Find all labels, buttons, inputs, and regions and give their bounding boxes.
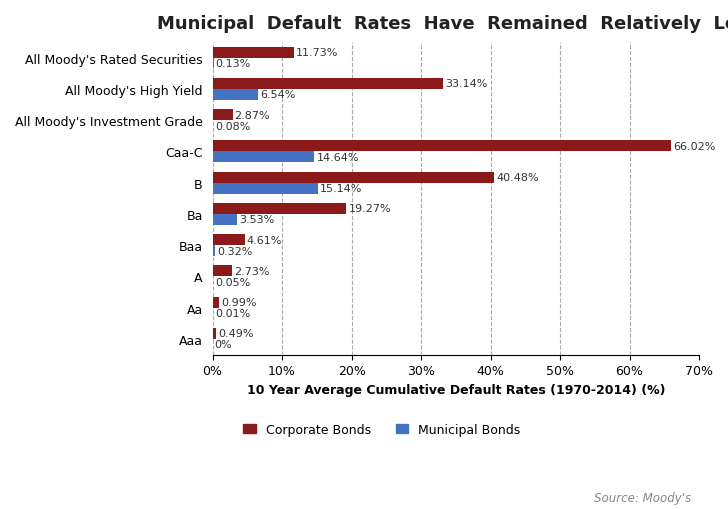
- Text: 19.27%: 19.27%: [349, 204, 391, 214]
- Legend: Corporate Bonds, Municipal Bonds: Corporate Bonds, Municipal Bonds: [243, 423, 521, 436]
- Bar: [213, 152, 314, 163]
- Bar: [213, 183, 318, 194]
- Text: 0.99%: 0.99%: [221, 298, 257, 307]
- Text: 0.49%: 0.49%: [218, 329, 253, 339]
- Bar: [213, 297, 219, 308]
- Text: 0%: 0%: [215, 340, 232, 350]
- Bar: [213, 141, 671, 152]
- Bar: [213, 173, 494, 183]
- Text: 33.14%: 33.14%: [445, 79, 487, 89]
- Text: 15.14%: 15.14%: [320, 184, 363, 194]
- Bar: [213, 79, 443, 90]
- Bar: [213, 204, 347, 214]
- Text: 14.64%: 14.64%: [317, 153, 359, 162]
- Text: 3.53%: 3.53%: [240, 215, 274, 225]
- Text: 0.05%: 0.05%: [215, 277, 250, 287]
- Text: 11.73%: 11.73%: [296, 48, 339, 58]
- Text: 2.73%: 2.73%: [234, 266, 269, 276]
- Bar: [213, 47, 294, 59]
- Text: 0.01%: 0.01%: [215, 308, 250, 319]
- Bar: [213, 214, 237, 225]
- Bar: [213, 90, 258, 101]
- Bar: [213, 266, 232, 277]
- Title: Municipal  Default  Rates  Have  Remained  Relatively  Low: Municipal Default Rates Have Remained Re…: [157, 15, 728, 33]
- Text: 40.48%: 40.48%: [496, 173, 539, 183]
- Bar: [213, 110, 232, 121]
- Text: 0.32%: 0.32%: [217, 246, 253, 256]
- Text: 66.02%: 66.02%: [673, 142, 716, 152]
- X-axis label: 10 Year Average Cumulative Default Rates (1970-2014) (%): 10 Year Average Cumulative Default Rates…: [247, 383, 665, 396]
- Text: 0.13%: 0.13%: [215, 59, 251, 69]
- Text: 2.87%: 2.87%: [234, 110, 270, 120]
- Text: 0.08%: 0.08%: [215, 121, 250, 131]
- Text: Source: Moody's: Source: Moody's: [595, 491, 692, 504]
- Bar: [213, 328, 216, 340]
- Text: 4.61%: 4.61%: [247, 235, 282, 245]
- Text: 6.54%: 6.54%: [260, 90, 296, 100]
- Bar: [213, 235, 245, 246]
- Bar: [213, 246, 215, 257]
